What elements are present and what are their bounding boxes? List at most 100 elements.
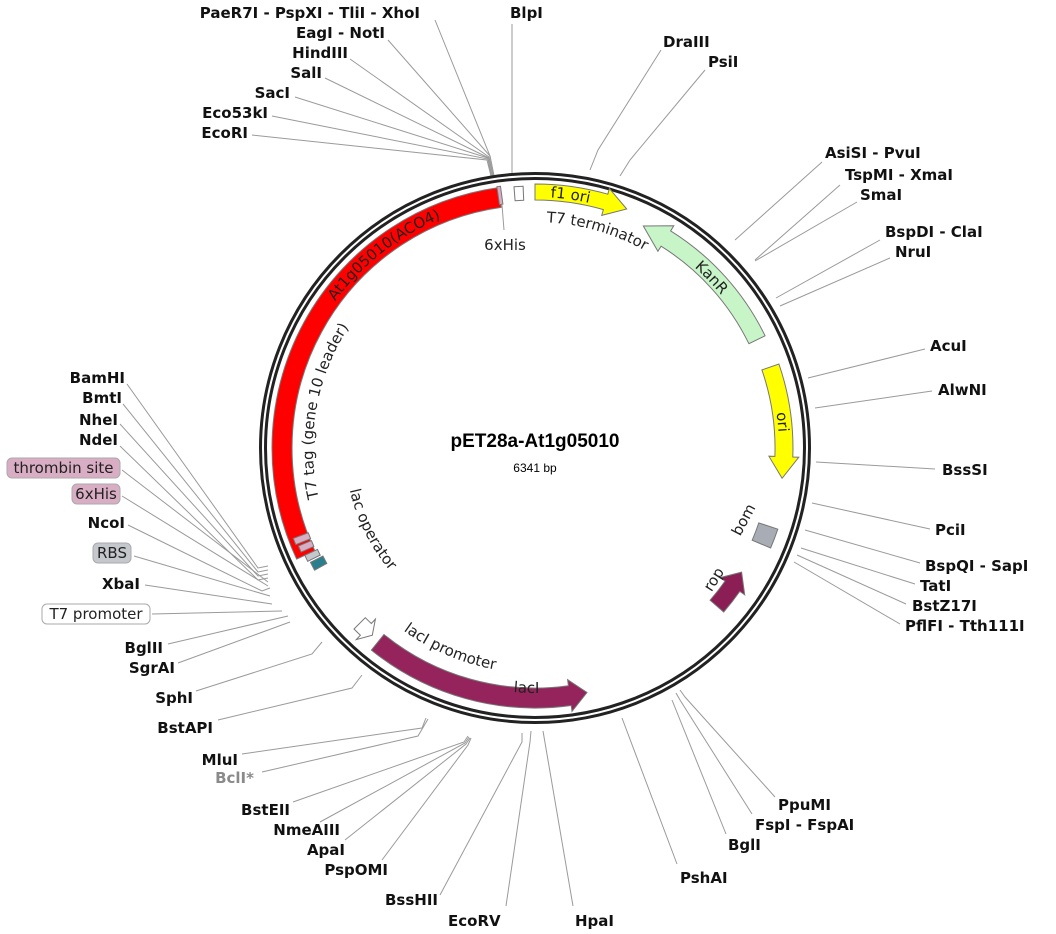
ori-arrow [761, 363, 800, 480]
enzyme-bsteii[interactable]: BstEII [241, 801, 290, 819]
enzyme-ecori[interactable]: EcoRI [201, 124, 248, 142]
leader-line-alwni [814, 390, 933, 409]
leader-line-pspomi [381, 737, 472, 861]
enzyme-xbai[interactable]: XbaI [102, 575, 140, 593]
enzyme-acui[interactable]: AcuI [930, 337, 967, 355]
enzyme-ppumi[interactable]: PpuMI [778, 796, 831, 814]
enzyme-ndei[interactable]: NdeI [79, 431, 118, 449]
enzyme-saci[interactable]: SacI [255, 84, 290, 102]
enzyme-bsssi[interactable]: BssSI [942, 461, 988, 479]
laci-label: lacI [513, 678, 539, 697]
leader-line-bmti [122, 403, 269, 573]
enzyme-tspmi-xmai[interactable]: TspMI - XmaI [845, 166, 953, 184]
laci-arrow [370, 633, 588, 713]
enzyme-pspomi[interactable]: PspOMI [324, 861, 388, 879]
enzyme-eagi-noti[interactable]: EagI - NotI [296, 24, 385, 42]
feature-boxed-labels: T7 promoter RBS 6xHis thrombin site [6, 457, 151, 625]
enzyme-alwni[interactable]: AlwNI [938, 381, 987, 399]
rop-arrow [709, 571, 746, 613]
enzyme-sphi[interactable]: SphI [155, 689, 193, 707]
leader-line-bamhi [126, 383, 269, 569]
leader-line-bsssi [815, 461, 936, 470]
enzyme-pcii[interactable]: PciI [935, 521, 966, 539]
label-box [6, 457, 121, 479]
boxed-label-t7-promoter[interactable]: T7 promoter [41, 603, 151, 625]
boxed-label-rbs[interactable]: RBS [92, 542, 132, 564]
his-tag-label: 6xHis [484, 236, 526, 254]
enzyme-bcli[interactable]: BclI* [215, 769, 254, 787]
leader-line-rbs [133, 555, 271, 597]
enzyme-bspdi-clai[interactable]: BspDI - ClaI [885, 223, 983, 241]
enzyme-draiii[interactable]: DraIII [663, 33, 710, 51]
enzyme-psii[interactable]: PsiI [708, 53, 738, 71]
lac-operator-box [309, 555, 328, 571]
leader-line-nhei [119, 423, 269, 577]
leader-line-ncoi [127, 524, 271, 592]
leader-line-tati [800, 547, 916, 585]
leader-line-eco53ki [271, 115, 492, 177]
leader-line-saci [294, 96, 493, 177]
label-text: 6xHis [75, 485, 117, 503]
enzyme-asisi-pvui[interactable]: AsiSI - PvuI [825, 144, 921, 162]
enzyme-blpi[interactable]: BlpI [510, 4, 543, 22]
enzyme-paer7i-pspxi-tlii-xhoi[interactable]: PaeR7I - PspXI - TliI - XhoI [200, 4, 420, 22]
leader-line-bspdi-clai [775, 239, 881, 299]
label-box [71, 483, 121, 505]
enzyme-bstz17i[interactable]: BstZ17I [912, 597, 977, 615]
enzyme-ncoi[interactable]: NcoI [88, 514, 125, 532]
leader-line-t7-promoter [151, 610, 283, 615]
leader-line-bgli [671, 699, 727, 835]
f1-ori-arrow [534, 183, 628, 217]
enzyme-hindiii[interactable]: HindIII [292, 44, 348, 62]
t7-terminator-box [513, 185, 525, 202]
enzyme-pflfi-tth111i[interactable]: PflFI - Tth111I [905, 617, 1025, 635]
his-tick [501, 204, 505, 231]
leader-line-sgrai [177, 621, 291, 664]
enzyme-bmti[interactable]: BmtI [82, 389, 122, 407]
enzyme-eco53ki[interactable]: Eco53kI [202, 104, 268, 122]
leader-line-pshai [621, 717, 678, 865]
leader-line-bstz17i [796, 554, 907, 605]
enzyme-pshai[interactable]: PshAI [680, 869, 728, 887]
enzyme-bgli[interactable]: BglI [728, 836, 761, 854]
enzyme-fspi-fspai[interactable]: FspI - FspAI [755, 816, 854, 834]
enzyme-bsshii[interactable]: BssHII [385, 891, 438, 909]
enzyme-bglii[interactable]: BglII [125, 639, 163, 657]
t7-terminator-label: T7 terminator [545, 208, 652, 254]
t7-promoter-box [304, 548, 321, 562]
enzyme-nmeaiii[interactable]: NmeAIII [273, 821, 340, 839]
enzyme-nrui[interactable]: NruI [895, 243, 931, 261]
leader-line-mlui [241, 717, 427, 755]
enzyme-bamhi[interactable]: BamHI [70, 369, 125, 387]
leader-line-hpai [542, 730, 574, 907]
enzyme-ecorv[interactable]: EcoRV [448, 912, 501, 930]
boxed-label-6xhis[interactable]: 6xHis [71, 483, 121, 505]
label-box [41, 603, 151, 625]
enzyme-bstapi[interactable]: BstAPI [157, 719, 213, 737]
enzyme-sali[interactable]: SalI [290, 64, 322, 82]
enzyme-smai[interactable]: SmaI [860, 186, 902, 204]
his-tag-box [496, 185, 504, 206]
backbone-gap [262, 175, 808, 721]
enzyme-apai[interactable]: ApaI [307, 841, 345, 859]
enzyme-nhei[interactable]: NheI [79, 411, 118, 429]
leader-line-asisi-pvui [734, 161, 823, 241]
leader-line-ecorv [505, 730, 532, 907]
thrombin-box [292, 532, 312, 546]
leader-line-pflfi-tth111i [793, 561, 901, 625]
label-text: T7 promoter [48, 605, 143, 623]
boxed-label-thrombin-site[interactable]: thrombin site [6, 457, 121, 479]
leader-line-bglii [167, 615, 289, 645]
leader-line-ecori [251, 134, 492, 177]
label-text: RBS [97, 544, 127, 562]
enzyme-sgrai[interactable]: SgrAI [129, 659, 175, 677]
enzyme-bspqi-sapi[interactable]: BspQI - SapI [925, 557, 1028, 575]
enzyme-mlui[interactable]: MluI [202, 751, 238, 769]
leader-line-ppumi [679, 689, 776, 798]
enzyme-tati[interactable]: TatI [920, 577, 951, 595]
leader-line-ndei [119, 445, 269, 581]
leader-line-eagi-noti [387, 39, 495, 177]
enzyme-hpai[interactable]: HpaI [575, 912, 614, 930]
leader-line-bstapi [217, 674, 363, 721]
